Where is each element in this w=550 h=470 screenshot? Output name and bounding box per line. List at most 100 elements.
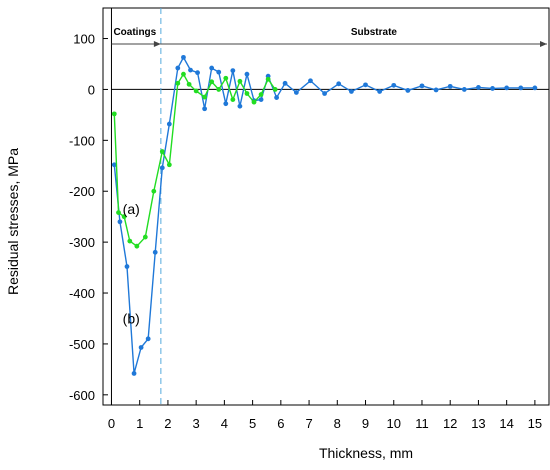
series-point-b bbox=[518, 85, 524, 91]
series-point-a bbox=[265, 76, 271, 82]
series-point-a bbox=[111, 111, 117, 117]
series-point-b bbox=[363, 82, 368, 88]
x-tick-label: 14 bbox=[499, 416, 513, 431]
y-tick-label: 100 bbox=[73, 32, 95, 47]
y-tick-label: -100 bbox=[69, 133, 95, 148]
x-tick-label: 15 bbox=[528, 416, 542, 431]
labels-group: Thickness, mm Residual stresses, MPa Coati… bbox=[5, 27, 413, 461]
y-tick-label: 0 bbox=[88, 82, 95, 97]
x-tick-label: 10 bbox=[387, 416, 401, 431]
y-tick-label: -500 bbox=[69, 337, 95, 352]
series-point-a bbox=[116, 210, 121, 216]
y-tick-label: -200 bbox=[69, 184, 95, 199]
series-point-a bbox=[151, 188, 157, 194]
series-point-a bbox=[202, 94, 208, 100]
series-point-b bbox=[230, 68, 236, 74]
series-point-b bbox=[216, 69, 222, 75]
series-line-b bbox=[113, 55, 535, 374]
substrate-label: Substrate bbox=[351, 27, 398, 38]
series-point-b bbox=[274, 95, 280, 100]
coatings-arrow-head bbox=[153, 41, 161, 47]
series-point-b bbox=[336, 81, 342, 87]
series-point-a bbox=[272, 87, 278, 92]
x-tick-label: 12 bbox=[443, 416, 457, 431]
series-point-b bbox=[195, 70, 200, 76]
series-point-a bbox=[159, 149, 165, 154]
series-point-b bbox=[202, 106, 208, 112]
series-point-b bbox=[447, 83, 453, 89]
series-point-a bbox=[209, 79, 215, 85]
y-tick-label: -400 bbox=[69, 286, 95, 301]
series-point-b bbox=[532, 85, 538, 91]
x-tick-label: 6 bbox=[277, 416, 284, 431]
series-point-b bbox=[490, 86, 495, 91]
x-tick-label: 11 bbox=[415, 416, 429, 431]
series-point-a bbox=[142, 234, 148, 240]
series-point-b bbox=[209, 65, 215, 71]
plot-frame bbox=[102, 7, 550, 406]
series-point-a bbox=[251, 99, 257, 105]
series-point-a bbox=[134, 243, 140, 249]
series-point-b bbox=[349, 89, 354, 94]
y-tick-label: -300 bbox=[69, 235, 95, 250]
series-point-b bbox=[175, 65, 181, 71]
series-point-b bbox=[138, 345, 144, 350]
series-point-b bbox=[322, 91, 327, 96]
series-point-a bbox=[223, 75, 229, 81]
series-point-b bbox=[504, 85, 510, 91]
series-point-a bbox=[216, 87, 222, 92]
series-point-b bbox=[258, 97, 264, 103]
series-point-b bbox=[181, 54, 186, 60]
series-point-b bbox=[237, 103, 243, 109]
annotations-group bbox=[111, 8, 547, 405]
x-tick-label: 3 bbox=[193, 416, 200, 431]
series-point-a bbox=[258, 92, 264, 97]
series-point-b bbox=[159, 165, 165, 171]
series-point-b bbox=[117, 219, 123, 225]
series-point-a bbox=[244, 91, 250, 96]
series-point-b bbox=[188, 67, 193, 73]
series-point-b bbox=[405, 88, 411, 93]
series-point-b bbox=[308, 78, 313, 84]
series-point-a bbox=[175, 80, 181, 86]
x-tick-label: 8 bbox=[334, 416, 341, 431]
series-point-b bbox=[293, 90, 299, 95]
series-point-b bbox=[166, 121, 172, 127]
series-line-a bbox=[113, 72, 276, 248]
series-point-b bbox=[461, 87, 467, 92]
series-point-b bbox=[124, 264, 130, 269]
x-tick-label: 2 bbox=[164, 416, 171, 431]
series-point-a bbox=[166, 162, 172, 168]
series-point-b bbox=[152, 249, 158, 255]
substrate-arrow-head bbox=[540, 41, 547, 47]
y-axis-label: Residual stresses, MPa bbox=[5, 148, 21, 295]
series-point-a bbox=[230, 97, 236, 103]
series-point-b bbox=[433, 87, 439, 93]
series-point-a bbox=[181, 71, 186, 77]
x-tick-label: 7 bbox=[305, 416, 312, 431]
x-tick-label: 4 bbox=[221, 416, 228, 431]
series-point-b bbox=[419, 83, 425, 89]
series-layer bbox=[111, 54, 538, 376]
series-point-a bbox=[127, 238, 133, 244]
series-point-b bbox=[476, 85, 481, 90]
series-point-b bbox=[391, 82, 397, 88]
x-tick-label: 1 bbox=[136, 416, 143, 431]
series-label-a: (a) bbox=[123, 201, 140, 217]
series-point-a bbox=[186, 81, 192, 87]
series-point-b bbox=[131, 371, 137, 376]
x-tick-label: 5 bbox=[249, 416, 256, 431]
series-point-b bbox=[244, 71, 250, 77]
series-point-b bbox=[282, 80, 288, 86]
series-label-b: (b) bbox=[123, 311, 140, 327]
coatings-label: Coatings bbox=[113, 27, 156, 38]
x-axis-label: Thickness, mm bbox=[319, 445, 413, 461]
series-point-a bbox=[121, 214, 127, 220]
series-point-a bbox=[237, 78, 243, 84]
series-point-b bbox=[145, 336, 151, 342]
x-tick-label: 0 bbox=[108, 416, 115, 431]
y-tick-label: -600 bbox=[69, 388, 95, 403]
series-point-b bbox=[377, 89, 383, 94]
